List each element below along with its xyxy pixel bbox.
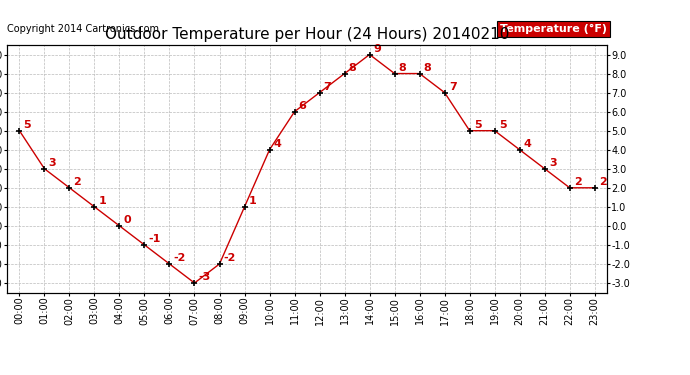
Text: -2: -2 [224, 253, 236, 263]
Text: 6: 6 [299, 101, 306, 111]
Text: 7: 7 [448, 82, 457, 92]
Text: 3: 3 [549, 158, 556, 168]
Text: 8: 8 [424, 63, 431, 73]
Text: 1: 1 [99, 196, 106, 206]
Text: 4: 4 [274, 139, 282, 149]
Text: 2: 2 [574, 177, 582, 187]
Text: -2: -2 [174, 253, 186, 263]
Text: 2: 2 [74, 177, 81, 187]
Text: 3: 3 [48, 158, 56, 168]
Text: 8: 8 [348, 63, 357, 73]
Text: 7: 7 [324, 82, 331, 92]
Text: 5: 5 [499, 120, 506, 130]
Text: 0: 0 [124, 215, 131, 225]
Text: -3: -3 [199, 272, 211, 282]
Title: Outdoor Temperature per Hour (24 Hours) 20140210: Outdoor Temperature per Hour (24 Hours) … [105, 27, 509, 42]
Text: 5: 5 [23, 120, 31, 130]
Text: 5: 5 [474, 120, 482, 130]
Text: 2: 2 [599, 177, 607, 187]
Text: Temperature (°F): Temperature (°F) [500, 24, 607, 34]
Text: 8: 8 [399, 63, 406, 73]
Text: 4: 4 [524, 139, 532, 149]
Text: 1: 1 [248, 196, 257, 206]
Text: Copyright 2014 Cartronics.com: Copyright 2014 Cartronics.com [7, 24, 159, 34]
Text: 9: 9 [374, 44, 382, 54]
Text: -1: -1 [148, 234, 161, 244]
